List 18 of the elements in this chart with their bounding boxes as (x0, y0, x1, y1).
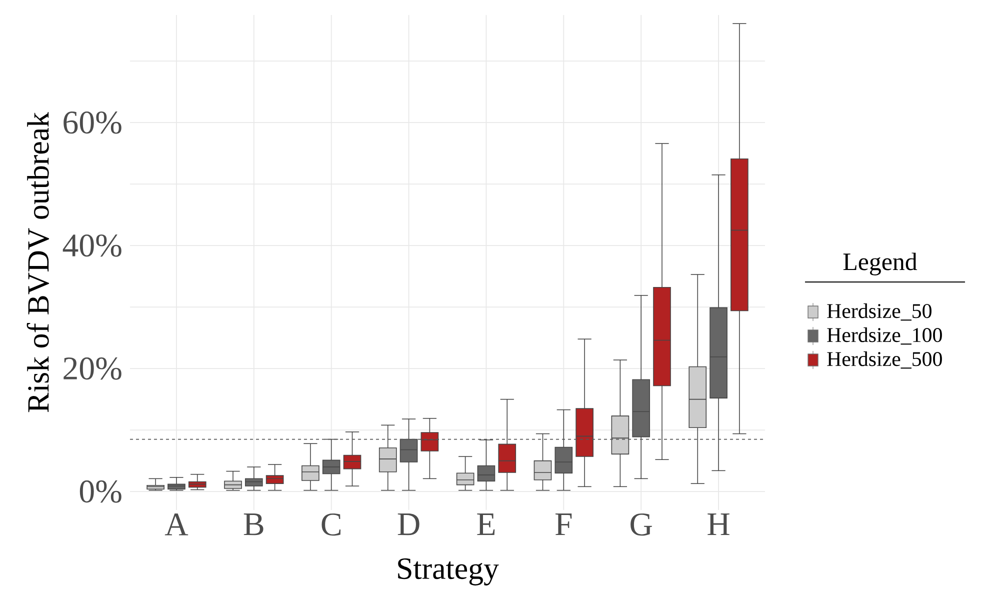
legend-label: Herdsize_100 (827, 327, 942, 345)
legend-title: Legend (843, 252, 918, 276)
y-axis-title: Risk of BVDV outbreak (26, 112, 50, 412)
x-tick-label: D (398, 514, 420, 536)
y-tick-label: 60% (64, 111, 122, 134)
y-tick-label: 40% (62, 234, 122, 257)
x-tick-label: H (708, 514, 730, 536)
x-tick-label: A (164, 514, 188, 536)
x-tick-label: B (244, 514, 264, 536)
y-tick-label: 0% (80, 480, 122, 503)
x-tick-label: E (477, 514, 495, 536)
y-tick-label: 20% (64, 357, 122, 380)
legend-label: Herdsize_500 (827, 351, 942, 369)
x-tick-label: C (322, 514, 340, 536)
x-axis-title: Strategy (398, 558, 499, 586)
x-tick-label: G (630, 514, 652, 536)
legend-label: Herdsize_50 (827, 303, 932, 321)
x-tick-label: F (555, 514, 572, 536)
